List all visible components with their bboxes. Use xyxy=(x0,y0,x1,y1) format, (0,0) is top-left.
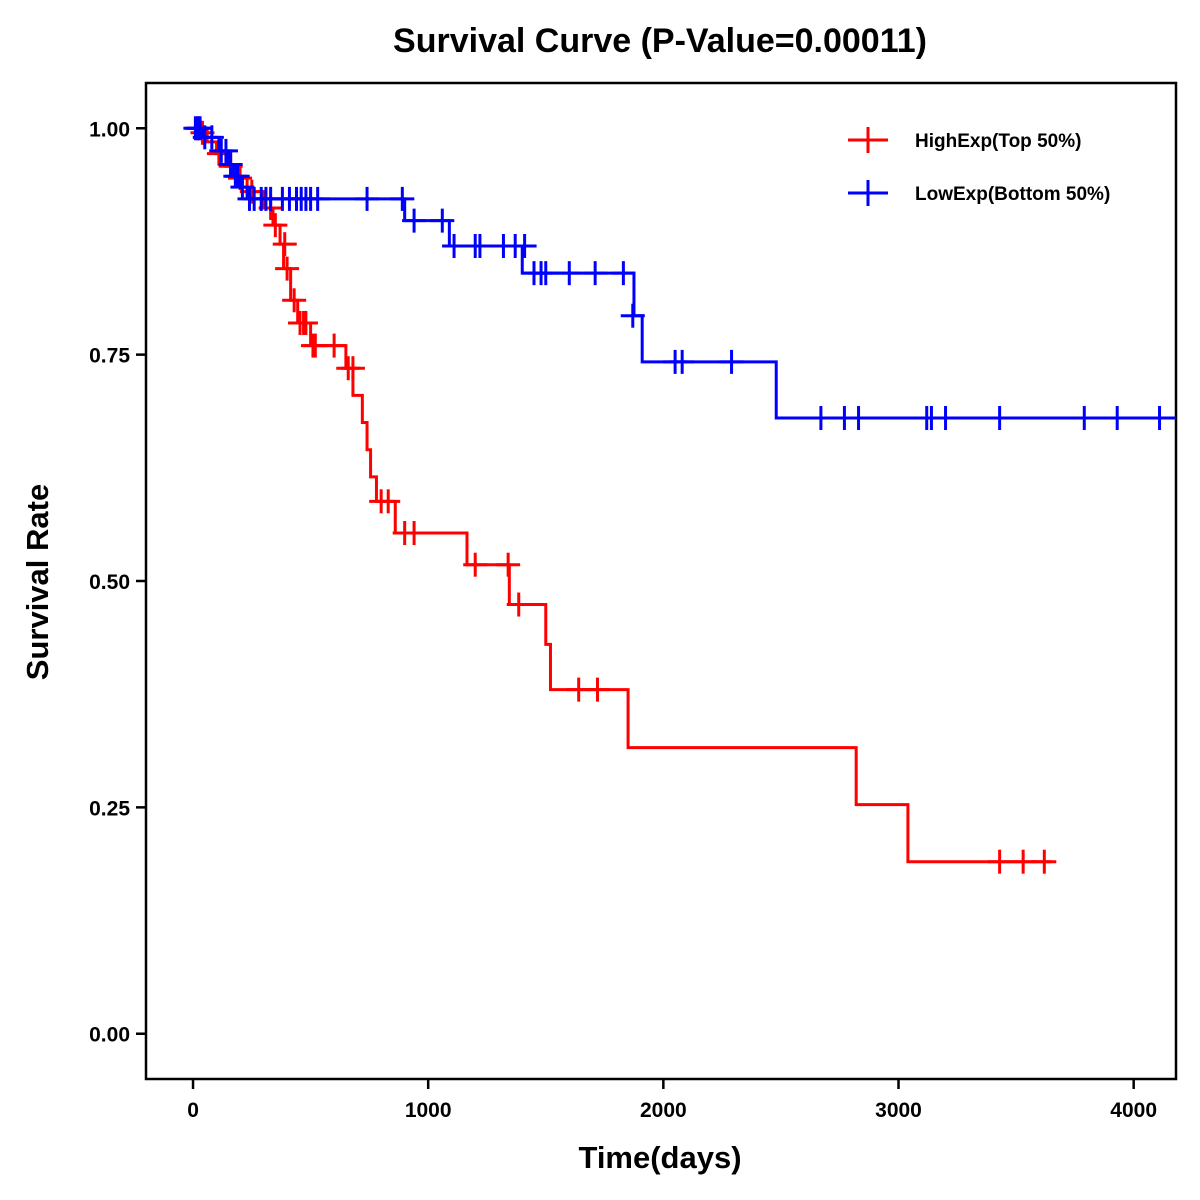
legend-item: LowExp(Bottom 50%) xyxy=(848,180,1110,206)
y-tick-label: 0.50 xyxy=(89,571,130,594)
y-axis-label: Survival Rate xyxy=(20,484,55,680)
censor-mark xyxy=(933,406,958,431)
y-tick-label: 0.00 xyxy=(89,1024,130,1047)
series-lowexp xyxy=(183,116,1176,431)
censor-mark xyxy=(402,521,427,546)
censor-mark xyxy=(1011,849,1036,874)
censor-mark xyxy=(340,356,365,381)
censor-mark xyxy=(1147,406,1172,431)
censor-mark xyxy=(496,552,521,577)
y-tick-label: 0.25 xyxy=(89,797,130,820)
censor-mark xyxy=(467,233,492,258)
survival-step-line xyxy=(193,126,1052,864)
x-tick-label: 4000 xyxy=(1110,1099,1157,1122)
censor-mark xyxy=(557,261,582,286)
censor-mark xyxy=(620,303,645,328)
y-tick-label: 0.75 xyxy=(89,345,130,368)
censor-mark xyxy=(293,310,318,335)
censor-mark xyxy=(402,208,427,233)
x-tick-label: 3000 xyxy=(875,1099,922,1122)
legend-label: HighExp(Top 50%) xyxy=(915,131,1081,152)
censor-mark xyxy=(670,349,695,374)
censor-mark xyxy=(430,208,455,233)
x-tick-label: 0 xyxy=(187,1099,199,1122)
y-tick-label: 1.00 xyxy=(89,118,130,141)
censor-mark xyxy=(272,232,297,257)
censor-mark xyxy=(506,592,531,617)
survival-curves xyxy=(183,116,1176,874)
censor-mark xyxy=(376,489,401,514)
legend: HighExp(Top 50%) LowExp(Bottom 50%) xyxy=(848,127,1110,206)
censor-mark xyxy=(213,138,238,163)
x-axis-label: Time(days) xyxy=(578,1140,741,1175)
censor-mark xyxy=(987,849,1012,874)
plot-area-frame xyxy=(144,81,1178,1081)
series-highexp xyxy=(185,116,1057,874)
censor-mark xyxy=(808,406,833,431)
censor-mark xyxy=(846,406,871,431)
censor-mark xyxy=(322,333,347,358)
y-axis: 0.00 0.25 0.50 0.75 1.00 xyxy=(89,118,146,1047)
censor-mark xyxy=(987,406,1012,431)
censor-mark xyxy=(1032,849,1057,874)
censor-mark xyxy=(305,186,330,211)
censor-mark xyxy=(611,261,636,286)
legend-item: HighExp(Top 50%) xyxy=(848,127,1081,153)
censor-mark xyxy=(199,125,224,150)
censor-mark xyxy=(533,261,558,286)
x-axis: 0 1000 2000 3000 4000 xyxy=(187,1079,1157,1122)
x-tick-label: 1000 xyxy=(405,1099,452,1122)
censor-mark xyxy=(275,256,300,281)
censor-mark xyxy=(263,213,288,238)
censor-mark xyxy=(585,677,610,702)
censor-mark xyxy=(512,233,537,258)
censor-mark xyxy=(1072,406,1097,431)
censor-mark xyxy=(390,186,415,211)
survival-step-line xyxy=(193,126,1176,420)
censor-mark xyxy=(282,288,307,313)
x-tick-label: 2000 xyxy=(640,1099,687,1122)
censor-mark xyxy=(355,186,380,211)
censor-mark xyxy=(463,552,488,577)
censor-mark xyxy=(225,164,250,189)
chart-title: Survival Curve (P-Value=0.00011) xyxy=(393,22,927,60)
censor-mark xyxy=(1105,406,1130,431)
legend-label: LowExp(Bottom 50%) xyxy=(915,184,1110,205)
censor-mark xyxy=(442,233,467,258)
censor-mark xyxy=(583,261,608,286)
censor-mark xyxy=(719,349,744,374)
